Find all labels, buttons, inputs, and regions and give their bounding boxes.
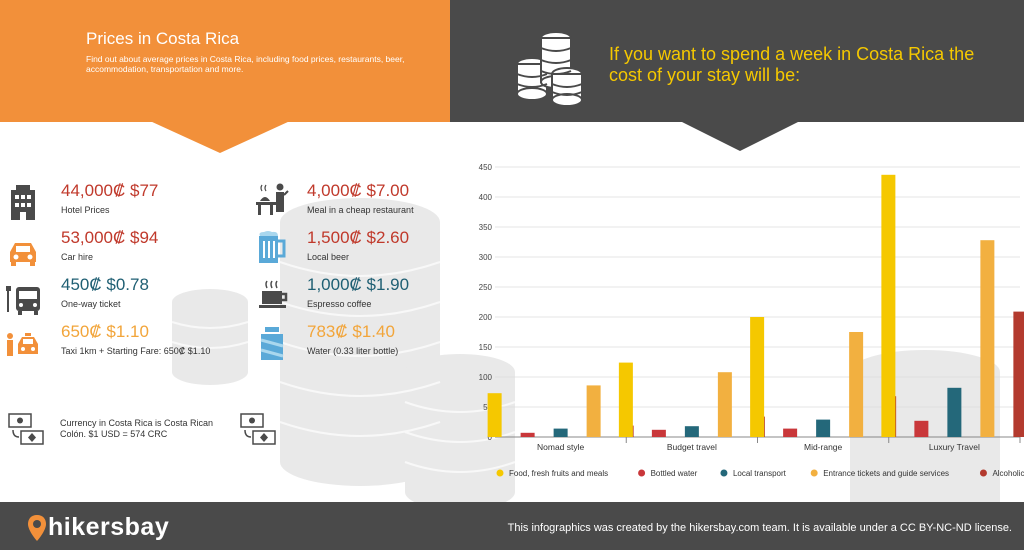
bar bbox=[750, 317, 765, 437]
bar bbox=[520, 432, 535, 437]
bar bbox=[816, 419, 831, 437]
legend-marker bbox=[720, 469, 728, 477]
header-left-pointer bbox=[150, 121, 290, 153]
bar bbox=[1013, 311, 1024, 437]
bar bbox=[586, 385, 601, 437]
currency-note: Currency in Costa Rica is Costa Rican Co… bbox=[60, 418, 214, 439]
legend-label: Alcoholic beverages bbox=[992, 469, 1024, 478]
bus-icon bbox=[6, 286, 40, 315]
x-tick-label: Mid-range bbox=[804, 442, 843, 452]
chart-heading: If you want to spend a week in Costa Ric… bbox=[609, 44, 975, 85]
header-right-pointer bbox=[680, 121, 800, 151]
y-tick-label: 450 bbox=[479, 163, 493, 172]
y-tick-label: 100 bbox=[479, 373, 493, 382]
water-icon bbox=[260, 327, 284, 360]
price-item-car: 53,000₡ $94 Car hire bbox=[61, 228, 158, 262]
price-label: Taxi 1km + Starting Fare: 650₡ $1.10 bbox=[61, 346, 211, 356]
car-icon bbox=[10, 243, 36, 266]
price-value: 450₡ $0.78 bbox=[61, 275, 149, 294]
page-subtitle: Find out about average prices in Costa R… bbox=[86, 54, 405, 74]
currency-exchange-icon bbox=[8, 413, 44, 445]
legend-label: Bottled water bbox=[651, 469, 698, 478]
brand-logo[interactable]: hikersbay bbox=[48, 513, 170, 541]
price-label: Local beer bbox=[307, 252, 350, 262]
footer bbox=[0, 502, 1024, 550]
coffee-icon bbox=[259, 280, 288, 308]
currency-exchange-icon bbox=[240, 413, 276, 445]
price-value: 1,000₡ $1.90 bbox=[307, 275, 410, 294]
price-item-beer: 1,500₡ $2.60 Local beer bbox=[307, 228, 409, 262]
price-item-water: 783₡ $1.40 Water (0.33 liter bottle) bbox=[307, 322, 398, 356]
bar bbox=[684, 426, 699, 437]
legend-marker bbox=[496, 469, 504, 477]
legend-label: Food, fresh fruits and meals bbox=[509, 469, 608, 478]
license-credit: This infographics was created by the hik… bbox=[507, 522, 1012, 534]
price-value: 783₡ $1.40 bbox=[307, 322, 395, 341]
bar bbox=[914, 420, 929, 437]
page-title: Prices in Costa Rica bbox=[86, 29, 240, 48]
bar bbox=[947, 387, 962, 437]
location-pin-icon bbox=[28, 515, 46, 541]
price-value: 650₡ $1.10 bbox=[61, 322, 149, 341]
bar bbox=[487, 393, 502, 437]
price-item-coffee: 1,000₡ $1.90 Espresso coffee bbox=[307, 275, 409, 309]
price-label: Meal in a cheap restaurant bbox=[307, 205, 414, 215]
price-item-ticket: 450₡ $0.78 One-way ticket bbox=[61, 275, 149, 309]
price-item-taxi: 650₡ $1.10 Taxi 1km + Starting Fare: 650… bbox=[61, 322, 210, 356]
y-tick-label: 350 bbox=[479, 223, 493, 232]
hotel-icon bbox=[11, 185, 35, 220]
bar bbox=[717, 372, 732, 437]
legend-marker bbox=[810, 469, 818, 477]
bar bbox=[881, 174, 896, 438]
price-label: One-way ticket bbox=[61, 299, 121, 309]
legend-label: Entrance tickets and guide services bbox=[823, 469, 949, 478]
bar bbox=[618, 362, 633, 437]
beer-icon bbox=[259, 231, 286, 263]
legend-marker bbox=[979, 469, 987, 477]
header-left-panel bbox=[0, 0, 450, 122]
bar bbox=[651, 429, 666, 437]
price-item-hotel: 44,000₡ $77 Hotel Prices bbox=[61, 181, 158, 215]
legend-marker bbox=[638, 469, 646, 477]
y-tick-label: 300 bbox=[479, 253, 493, 262]
restaurant-icon bbox=[256, 183, 289, 215]
x-tick-label: Nomad style bbox=[537, 442, 585, 452]
price-value: 44,000₡ $77 bbox=[61, 181, 159, 200]
bar bbox=[849, 332, 864, 437]
bar bbox=[980, 240, 995, 437]
taxi-icon bbox=[7, 333, 38, 356]
bar bbox=[783, 428, 798, 437]
price-label: Car hire bbox=[61, 252, 94, 262]
price-label: Espresso coffee bbox=[307, 299, 372, 309]
price-item-meal: 4,000₡ $7.00 Meal in a cheap restaurant bbox=[307, 181, 414, 215]
y-tick-label: 250 bbox=[479, 283, 493, 292]
x-tick-label: Luxury Travel bbox=[929, 442, 980, 452]
coins-stack-icon bbox=[516, 31, 583, 106]
price-label: Hotel Prices bbox=[61, 205, 110, 215]
bar bbox=[553, 428, 568, 437]
y-tick-label: 200 bbox=[479, 313, 493, 322]
price-label: Water (0.33 liter bottle) bbox=[307, 346, 399, 356]
x-tick-label: Budget travel bbox=[667, 442, 717, 452]
legend-label: Local transport bbox=[733, 469, 787, 478]
y-tick-label: 150 bbox=[479, 343, 493, 352]
price-value: 4,000₡ $7.00 bbox=[307, 181, 410, 200]
price-value: 1,500₡ $2.60 bbox=[307, 228, 410, 247]
y-tick-label: 400 bbox=[479, 193, 493, 202]
y-tick-label: 0 bbox=[488, 433, 493, 442]
price-value: 53,000₡ $94 bbox=[61, 228, 159, 247]
